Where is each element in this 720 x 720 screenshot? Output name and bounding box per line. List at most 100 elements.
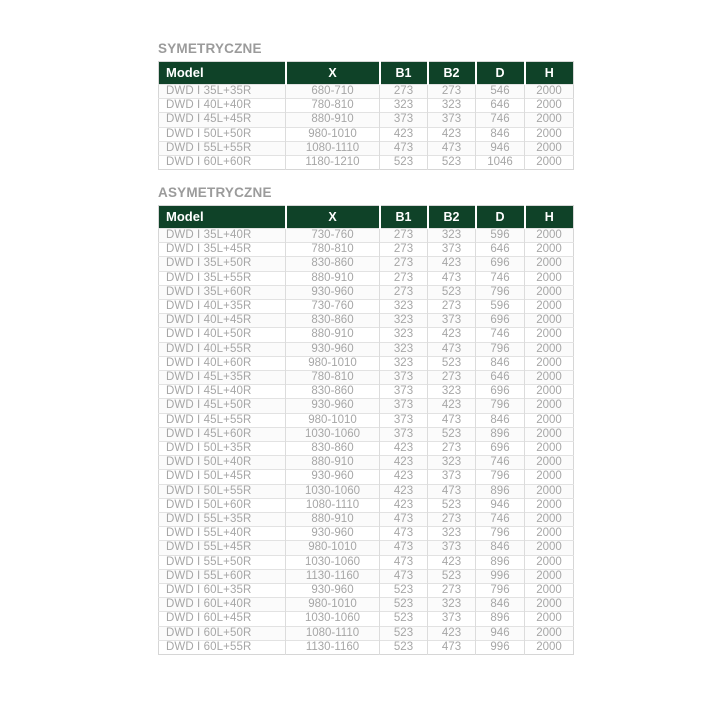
table-row: DWD I 40L+60R 980-1010 323 523 846 2000 xyxy=(158,355,574,371)
cell-b1: 473 xyxy=(379,554,428,570)
cell-h: 2000 xyxy=(524,270,574,286)
cell-x: 1030-1060 xyxy=(285,611,380,627)
cell-x: 780-810 xyxy=(285,242,380,257)
table-row: DWD I 45L+60R 1030-1060 373 523 896 2000 xyxy=(158,426,574,442)
cell-d: 746 xyxy=(475,270,525,286)
cell-model: DWD I 35L+55R xyxy=(158,270,286,286)
cell-model: DWD I 35L+50R xyxy=(158,256,286,272)
table-header-symetryczne: Model X B1 B2 D H xyxy=(158,61,574,85)
cell-b1: 523 xyxy=(379,597,428,612)
cell-h: 2000 xyxy=(524,256,574,272)
cell-d: 796 xyxy=(475,284,525,300)
cell-b1: 273 xyxy=(379,83,428,99)
table-row: DWD I 35L+50R 830-860 273 423 696 2000 xyxy=(158,256,574,272)
cell-x: 880-910 xyxy=(285,512,380,527)
cell-model: DWD I 55L+45R xyxy=(158,540,286,556)
table-row: DWD I 60L+50R 1080-1110 523 423 946 2000 xyxy=(158,625,574,641)
section-symetryczne: SYMETRYCZNE Model X B1 B2 D H DWD I 35L+… xyxy=(158,41,574,171)
cell-h: 2000 xyxy=(524,398,574,414)
cell-b1: 373 xyxy=(379,112,428,128)
cell-b1: 473 xyxy=(379,140,428,156)
cell-model: DWD I 45L+55R xyxy=(158,412,286,428)
cell-h: 2000 xyxy=(524,426,574,442)
cell-d: 1046 xyxy=(475,155,525,170)
table-row: DWD I 40L+35R 730-760 323 273 596 2000 xyxy=(158,299,574,314)
cell-x: 930-960 xyxy=(285,583,380,598)
cell-h: 2000 xyxy=(524,540,574,556)
table-body-symetryczne: DWD I 35L+35R 680-710 273 273 546 2000 DWD I 4… xyxy=(158,83,574,170)
cell-model: DWD I 50L+40R xyxy=(158,455,286,470)
cell-b2: 273 xyxy=(427,512,476,527)
table-row: DWD I 50L+60R 1080-1110 423 523 946 2000 xyxy=(158,497,574,513)
cell-d: 746 xyxy=(475,512,525,527)
cell-b2: 373 xyxy=(427,469,476,485)
cell-x: 830-860 xyxy=(285,384,380,399)
cell-x: 1080-1110 xyxy=(285,625,380,641)
cell-b2: 423 xyxy=(427,625,476,641)
table-row: DWD I 50L+40R 880-910 423 323 746 2000 xyxy=(158,455,574,470)
cell-d: 896 xyxy=(475,483,525,499)
cell-b1: 323 xyxy=(379,299,428,314)
cell-b1: 273 xyxy=(379,284,428,300)
table-row: DWD I 45L+55R 980-1010 373 473 846 2000 xyxy=(158,412,574,428)
cell-b2: 273 xyxy=(427,583,476,598)
cell-model: DWD I 60L+35R xyxy=(158,583,286,598)
cell-model: DWD I 45L+40R xyxy=(158,384,286,399)
cell-d: 696 xyxy=(475,256,525,272)
table-row: DWD I 60L+45R 1030-1060 523 373 896 2000 xyxy=(158,611,574,627)
cell-b2: 323 xyxy=(427,227,476,243)
cell-model: DWD I 45L+60R xyxy=(158,426,286,442)
cell-model: DWD I 55L+35R xyxy=(158,512,286,527)
table-row: DWD I 35L+35R 680-710 273 273 546 2000 xyxy=(158,83,574,99)
cell-x: 880-910 xyxy=(285,112,380,128)
cell-h: 2000 xyxy=(524,469,574,485)
cell-x: 1130-1160 xyxy=(285,639,380,655)
cell-model: DWD I 40L+50R xyxy=(158,327,286,343)
cell-x: 830-860 xyxy=(285,256,380,272)
cell-d: 896 xyxy=(475,611,525,627)
cell-b1: 473 xyxy=(379,540,428,556)
cell-x: 780-810 xyxy=(285,370,380,385)
cell-d: 996 xyxy=(475,639,525,655)
cell-x: 980-1010 xyxy=(285,540,380,556)
cell-h: 2000 xyxy=(524,227,574,243)
cell-b1: 523 xyxy=(379,611,428,627)
cell-h: 2000 xyxy=(524,355,574,371)
cell-d: 746 xyxy=(475,327,525,343)
cell-model: DWD I 40L+45R xyxy=(158,313,286,328)
cell-x: 980-1010 xyxy=(285,597,380,612)
table-body-asymetryczne: DWD I 35L+40R 730-760 273 323 596 2000 DWD I 3… xyxy=(158,227,574,655)
column-header-b1: B1 xyxy=(379,61,429,85)
cell-b1: 373 xyxy=(379,384,428,399)
column-header-b1: B1 xyxy=(379,205,429,229)
table-row: DWD I 35L+40R 730-760 273 323 596 2000 xyxy=(158,227,574,243)
table-row: DWD I 55L+55R 1080-1110 473 473 946 2000 xyxy=(158,140,574,156)
cell-h: 2000 xyxy=(524,441,574,456)
cell-model: DWD I 35L+35R xyxy=(158,83,286,99)
cell-x: 980-1010 xyxy=(285,412,380,428)
cell-b2: 373 xyxy=(427,242,476,257)
cell-b2: 423 xyxy=(427,554,476,570)
cell-d: 946 xyxy=(475,497,525,513)
cell-b1: 473 xyxy=(379,568,428,584)
cell-d: 596 xyxy=(475,299,525,314)
section-title-asymetryczne: ASYMETRYCZNE xyxy=(158,185,272,200)
cell-h: 2000 xyxy=(524,512,574,527)
cell-model: DWD I 35L+45R xyxy=(158,242,286,257)
cell-d: 846 xyxy=(475,540,525,556)
cell-b2: 423 xyxy=(427,256,476,272)
cell-h: 2000 xyxy=(524,497,574,513)
cell-h: 2000 xyxy=(524,568,574,584)
cell-model: DWD I 45L+35R xyxy=(158,370,286,385)
cell-x: 880-910 xyxy=(285,327,380,343)
cell-d: 546 xyxy=(475,83,525,99)
cell-b2: 323 xyxy=(427,455,476,470)
cell-d: 846 xyxy=(475,126,525,142)
cell-d: 746 xyxy=(475,455,525,470)
cell-b1: 523 xyxy=(379,583,428,598)
column-header-b2: B2 xyxy=(427,205,477,229)
cell-b2: 373 xyxy=(427,313,476,328)
table-row: DWD I 50L+50R 980-1010 423 423 846 2000 xyxy=(158,126,574,142)
column-header-model: Model xyxy=(158,61,287,85)
